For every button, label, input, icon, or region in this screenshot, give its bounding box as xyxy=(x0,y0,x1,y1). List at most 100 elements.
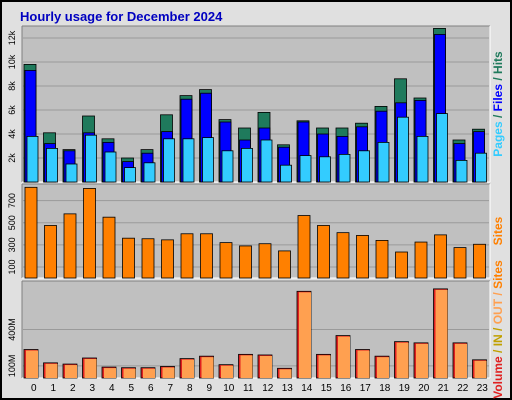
pages-bar xyxy=(182,138,195,183)
panel-middle-tick-label: 300 xyxy=(7,237,17,252)
panel-middle-tick-label: 500 xyxy=(7,215,17,230)
volume-in-bar xyxy=(45,363,58,378)
pages-bar xyxy=(455,159,468,183)
hour-label: 15 xyxy=(321,383,333,394)
sites-bar xyxy=(258,243,272,279)
pages-bar xyxy=(377,141,390,183)
pages-bar xyxy=(221,150,234,183)
side-label-part: / xyxy=(491,74,505,84)
hour-label: 22 xyxy=(457,383,469,394)
pages-bar xyxy=(65,163,78,183)
side-label-part: / xyxy=(491,324,505,334)
hour-label: 0 xyxy=(31,383,37,394)
volume-in-bar xyxy=(84,358,97,378)
hour-label: 19 xyxy=(399,383,411,394)
hour-label: 21 xyxy=(438,383,450,394)
volume-in-bar xyxy=(299,292,311,378)
panel-middle-background xyxy=(22,184,490,278)
hour-label: 18 xyxy=(379,383,391,394)
volume-in-bar xyxy=(435,289,448,378)
sites-bar xyxy=(317,225,330,279)
pages-bar xyxy=(46,147,58,183)
side-label-part: Volume xyxy=(491,356,505,399)
panel-top-tick-label: 12k xyxy=(7,30,17,45)
sites-bar xyxy=(395,251,408,279)
panel-middle-side-label: Sites xyxy=(491,216,505,245)
hour-label: 1 xyxy=(50,383,56,394)
hour-label: 10 xyxy=(223,383,235,394)
sites-bar xyxy=(219,242,233,279)
pages-bar xyxy=(299,155,312,183)
hour-label: 4 xyxy=(109,383,115,394)
pages-bar xyxy=(436,113,448,183)
volume-in-bar xyxy=(318,355,331,378)
hour-label: 12 xyxy=(262,383,274,394)
volume-in-bar xyxy=(240,355,253,378)
panel-top-tick-label: 8k xyxy=(7,81,17,91)
volume-in-bar xyxy=(143,368,155,378)
panel-top-background xyxy=(22,26,490,182)
sites-bar xyxy=(141,238,155,279)
pages-bar xyxy=(358,150,370,183)
volume-in-bar xyxy=(455,343,467,378)
hour-label: 16 xyxy=(340,383,352,394)
pages-bar xyxy=(85,134,97,183)
pages-bar xyxy=(202,137,214,183)
sites-bar xyxy=(102,216,116,279)
hour-label: 5 xyxy=(128,383,134,394)
volume-in-bar xyxy=(104,368,116,378)
sites-bar xyxy=(414,241,428,279)
panel-middle-tick-label: 100 xyxy=(7,259,17,274)
side-label-part: Pages xyxy=(491,121,505,157)
volume-in-bar xyxy=(260,355,272,378)
sites-bar xyxy=(239,245,252,279)
hour-label: 13 xyxy=(282,383,294,394)
panel-bottom-side-label: Volume / IN / OUT / Sites xyxy=(491,260,505,399)
panel-top-tick-label: 2k xyxy=(7,153,17,163)
volume-in-bar xyxy=(416,343,428,378)
sites-bar xyxy=(434,234,447,279)
pages-bar xyxy=(104,151,117,183)
volume-in-bar xyxy=(65,365,77,378)
panel-bottom-tick-label: 400M xyxy=(7,318,17,341)
panel-top-tick-label: 4k xyxy=(7,129,17,139)
side-label-part: / xyxy=(491,111,505,121)
hour-label: 11 xyxy=(243,383,254,394)
pages-bar xyxy=(280,164,292,183)
sites-bar xyxy=(180,233,194,279)
side-label-part: IN xyxy=(491,334,505,346)
sites-bar xyxy=(473,243,486,279)
hour-label: 17 xyxy=(360,383,372,394)
pages-bar xyxy=(163,138,175,183)
pages-bar xyxy=(338,153,351,183)
pages-bar xyxy=(124,167,136,183)
pages-bar xyxy=(260,139,273,183)
pages-bar xyxy=(319,156,331,183)
volume-in-bar xyxy=(279,369,292,378)
chart-title: Hourly usage for December 2024 xyxy=(20,9,223,24)
panel-top-tick-label: 10k xyxy=(7,54,17,69)
sites-bar xyxy=(453,247,467,279)
sites-bar xyxy=(24,186,38,279)
volume-in-bar xyxy=(338,336,350,378)
panel-top-side-label: Pages / Files / Hits xyxy=(491,51,505,157)
volume-in-bar xyxy=(26,350,38,378)
panel-middle-tick-label: 700 xyxy=(7,193,17,208)
panel-top-tick-label: 6k xyxy=(7,105,17,115)
side-label-part: Files xyxy=(491,84,505,112)
sites-bar xyxy=(161,239,174,279)
hour-label: 9 xyxy=(206,383,212,394)
pages-bar xyxy=(26,135,39,183)
hour-label: 6 xyxy=(148,383,154,394)
volume-in-bar xyxy=(201,357,214,378)
volume-in-bar xyxy=(123,368,136,378)
hour-label: 23 xyxy=(477,383,489,394)
side-label-part: / xyxy=(491,289,505,299)
hour-label: 3 xyxy=(89,383,95,394)
sites-bar xyxy=(278,250,291,279)
volume-in-bar xyxy=(162,367,175,378)
sites-bar xyxy=(356,235,369,279)
volume-in-bar xyxy=(396,342,409,378)
sites-bar xyxy=(336,232,350,279)
hour-label: 2 xyxy=(70,383,76,394)
